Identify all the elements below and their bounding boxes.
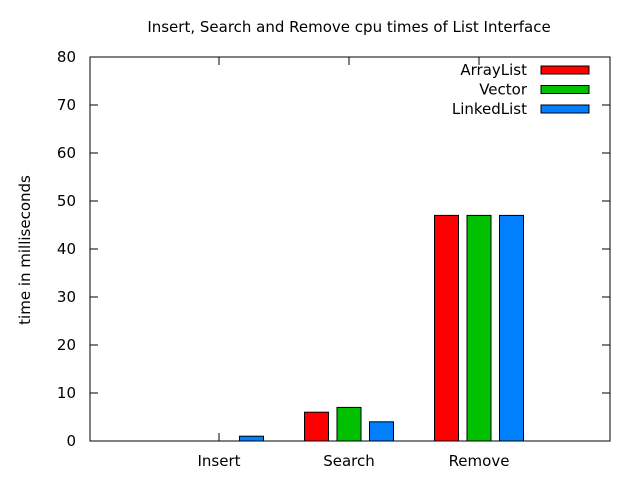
bar-arraylist-search (304, 411, 329, 442)
y-tick-label: 10 (57, 384, 76, 402)
x-axis-ticks: Insert Search Remove (197, 57, 509, 470)
x-tick-label: Remove (449, 452, 510, 470)
legend-label-vector: Vector (479, 81, 528, 99)
legend-swatch-linkedlist (540, 104, 590, 114)
bar-linkedlist-remove (499, 214, 524, 442)
bars (239, 214, 524, 442)
y-tick-label: 50 (57, 192, 76, 210)
bar-arraylist-remove (434, 214, 459, 442)
legend-swatch-vector (540, 85, 590, 94)
y-axis-label: time in milliseconds (16, 175, 34, 325)
y-tick-label: 70 (57, 96, 76, 114)
x-tick-label: Insert (197, 452, 240, 470)
bar-linkedlist-search (369, 421, 394, 442)
y-tick-label: 40 (57, 240, 76, 258)
y-axis-ticks: 0 10 20 30 40 50 60 70 80 (57, 48, 610, 450)
y-tick-label: 20 (57, 336, 76, 354)
bar-vector-search (336, 406, 362, 442)
axes (89, 56, 611, 442)
legend-swatch-arraylist (540, 65, 590, 75)
bar-vector-remove (466, 214, 492, 442)
y-tick-label: 60 (57, 144, 76, 162)
y-tick-label: 80 (57, 48, 76, 66)
chart-title: Insert, Search and Remove cpu times of L… (147, 18, 550, 36)
y-tick-label: 30 (57, 288, 76, 306)
legend-label-arraylist: ArrayList (460, 61, 527, 79)
x-tick-label: Search (323, 452, 375, 470)
plot-frame (89, 56, 611, 442)
bar-linkedlist-insert (239, 435, 264, 442)
legend-label-linkedlist: LinkedList (452, 100, 527, 118)
y-tick-label: 0 (66, 432, 76, 450)
